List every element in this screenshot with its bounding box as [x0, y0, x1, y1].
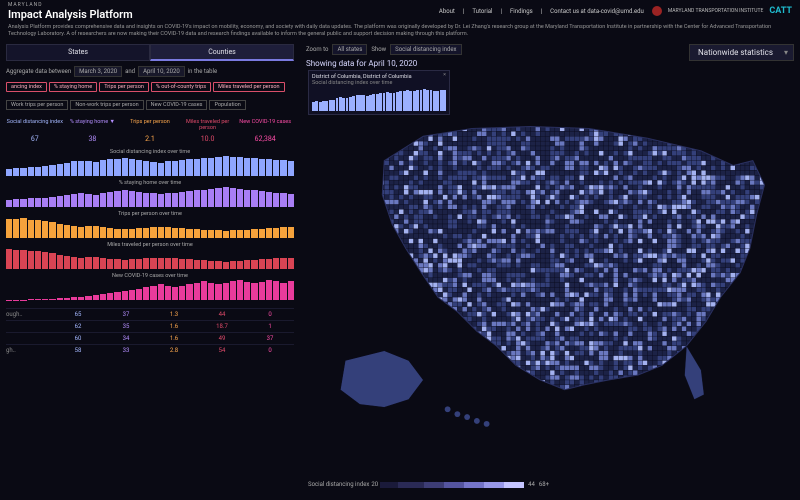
left-panel: States Counties Aggregate data between M…	[0, 42, 300, 494]
catt-logo-text: CATT	[769, 6, 792, 16]
chart-title: Miles traveled per person over time	[6, 242, 294, 248]
description-text: Analysis Platform provides comprehensive…	[0, 22, 800, 42]
chip-metric[interactable]: Work trips per person	[6, 100, 68, 110]
legend-stop-2: 68+	[539, 481, 549, 488]
chart-title: % staying home over time	[6, 180, 294, 186]
chip-metric[interactable]: Trips per person	[99, 82, 149, 92]
chip-metric[interactable]: New COVID-19 cases	[146, 100, 208, 110]
legend-stop-0: 20	[371, 481, 378, 488]
legend-label: Social distancing index	[308, 481, 369, 488]
date-to[interactable]: April 10, 2020	[138, 66, 185, 77]
nationwide-dropdown[interactable]: Nationwide statistics	[689, 44, 794, 61]
partner-logos: MARYLAND TRANSPORTATION INSTITUTE CATT	[652, 6, 792, 16]
map-panel: Zoom to All states Show Social distancin…	[300, 42, 800, 494]
tab-states[interactable]: States	[6, 44, 150, 61]
stat-header[interactable]: % staying home ▼	[64, 119, 122, 131]
stat-value: 2.1	[121, 135, 179, 143]
close-icon[interactable]: ×	[443, 72, 446, 78]
mti-logo-text: MARYLAND TRANSPORTATION INSTITUTE	[668, 9, 764, 14]
mini-chart: Social distancing index over time	[6, 149, 294, 176]
metric-select[interactable]: Social distancing index	[390, 44, 461, 55]
mini-chart: % staying home over time	[6, 180, 294, 207]
nav-tutorial[interactable]: Tutorial	[472, 8, 492, 15]
stat-value: 62,384	[236, 135, 294, 143]
chip-metric[interactable]: % out-of-county trips	[151, 82, 211, 92]
popup-sub: Social distancing index over time	[312, 80, 446, 86]
chart-title: Social distancing index over time	[6, 149, 294, 155]
stat-header[interactable]: Miles traveled per person	[179, 119, 237, 131]
stat-value: 10.0	[179, 135, 237, 143]
chip-metric[interactable]: ancing index	[6, 82, 47, 92]
tab-counties[interactable]: Counties	[150, 44, 294, 61]
mini-chart: Trips per person over time	[6, 211, 294, 238]
stat-value: 38	[64, 135, 122, 143]
chip-metric[interactable]: Miles traveled per person	[213, 82, 284, 92]
us-map[interactable]	[306, 68, 794, 458]
table-row[interactable]: gh..58332.8540	[6, 344, 294, 356]
table-row[interactable]: 60341.64937	[6, 332, 294, 344]
nav-contact[interactable]: Contact us at data-covid@umd.edu	[550, 8, 644, 15]
mini-chart: Miles traveled per person over time	[6, 242, 294, 269]
umd-logo-icon	[652, 6, 662, 16]
table-row[interactable]: 62351.618.71	[6, 320, 294, 332]
page-title: Impact Analysis Platform	[8, 8, 133, 21]
map-legend: Social distancing index 20 44 68+	[308, 481, 549, 488]
stat-value: 67	[6, 135, 64, 143]
agg-pre: Aggregate data between	[6, 68, 71, 75]
mini-chart: New COVID-19 cases over time	[6, 273, 294, 300]
chip-metric[interactable]: % staying home	[49, 82, 97, 92]
chip-metric[interactable]: Population	[209, 100, 245, 110]
agg-and: and	[125, 68, 135, 75]
chip-metric[interactable]: Non-work trips per person	[70, 100, 143, 110]
county-popup: × District of Columbia, District of Colu…	[308, 70, 450, 115]
show-label: Show	[371, 46, 386, 53]
nav-findings[interactable]: Findings	[510, 8, 533, 15]
agg-post: in the table	[188, 68, 217, 75]
table-row[interactable]: ough..65371.3440	[6, 308, 294, 320]
legend-stop-1: 44	[528, 481, 535, 488]
stat-header[interactable]: Social distancing index	[6, 119, 64, 131]
date-from[interactable]: March 3, 2020	[74, 66, 122, 77]
chart-title: Trips per person over time	[6, 211, 294, 217]
stat-header[interactable]: Trips per person	[121, 119, 179, 131]
chart-title: New COVID-19 cases over time	[6, 273, 294, 279]
zoom-label: Zoom to	[306, 46, 328, 53]
nav-about[interactable]: About	[439, 8, 455, 15]
zoom-select[interactable]: All states	[332, 44, 367, 55]
stat-header[interactable]: New COVID-19 cases	[236, 119, 294, 131]
